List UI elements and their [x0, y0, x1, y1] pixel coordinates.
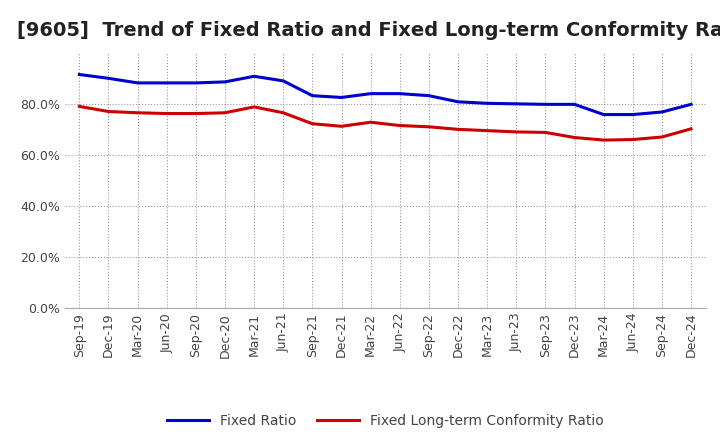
Legend: Fixed Ratio, Fixed Long-term Conformity Ratio: Fixed Ratio, Fixed Long-term Conformity … — [161, 409, 609, 434]
Fixed Ratio — [395, 91, 404, 96]
Fixed Ratio — [366, 91, 375, 96]
Fixed Ratio — [570, 102, 579, 107]
Fixed Long-term Conformity Ratio — [541, 130, 550, 135]
Fixed Long-term Conformity Ratio — [599, 137, 608, 143]
Fixed Long-term Conformity Ratio — [250, 104, 258, 110]
Fixed Ratio — [454, 99, 462, 104]
Fixed Ratio — [687, 102, 696, 107]
Fixed Long-term Conformity Ratio — [657, 134, 666, 139]
Fixed Ratio — [512, 101, 521, 106]
Fixed Long-term Conformity Ratio — [425, 124, 433, 129]
Fixed Long-term Conformity Ratio — [75, 104, 84, 109]
Fixed Ratio — [541, 102, 550, 107]
Fixed Long-term Conformity Ratio — [192, 111, 200, 116]
Fixed Ratio — [599, 112, 608, 117]
Title: [9605]  Trend of Fixed Ratio and Fixed Long-term Conformity Ratio: [9605] Trend of Fixed Ratio and Fixed Lo… — [17, 21, 720, 40]
Fixed Ratio — [308, 93, 317, 98]
Fixed Long-term Conformity Ratio — [279, 110, 287, 115]
Line: Fixed Ratio: Fixed Ratio — [79, 74, 691, 114]
Fixed Ratio — [75, 72, 84, 77]
Fixed Ratio — [425, 93, 433, 98]
Fixed Ratio — [104, 76, 113, 81]
Fixed Long-term Conformity Ratio — [104, 109, 113, 114]
Fixed Long-term Conformity Ratio — [483, 128, 492, 133]
Fixed Long-term Conformity Ratio — [366, 120, 375, 125]
Fixed Long-term Conformity Ratio — [512, 129, 521, 135]
Fixed Long-term Conformity Ratio — [133, 110, 142, 115]
Fixed Ratio — [220, 79, 229, 84]
Fixed Ratio — [483, 101, 492, 106]
Fixed Long-term Conformity Ratio — [454, 127, 462, 132]
Fixed Long-term Conformity Ratio — [308, 121, 317, 126]
Fixed Ratio — [337, 95, 346, 100]
Line: Fixed Long-term Conformity Ratio: Fixed Long-term Conformity Ratio — [79, 106, 691, 140]
Fixed Long-term Conformity Ratio — [395, 123, 404, 128]
Fixed Ratio — [192, 80, 200, 85]
Fixed Ratio — [279, 78, 287, 84]
Fixed Ratio — [657, 110, 666, 115]
Fixed Long-term Conformity Ratio — [570, 135, 579, 140]
Fixed Long-term Conformity Ratio — [629, 137, 637, 142]
Fixed Long-term Conformity Ratio — [220, 110, 229, 115]
Fixed Ratio — [163, 80, 171, 85]
Fixed Ratio — [250, 73, 258, 79]
Fixed Ratio — [133, 80, 142, 85]
Fixed Long-term Conformity Ratio — [163, 111, 171, 116]
Fixed Long-term Conformity Ratio — [337, 124, 346, 129]
Fixed Ratio — [629, 112, 637, 117]
Fixed Long-term Conformity Ratio — [687, 126, 696, 132]
